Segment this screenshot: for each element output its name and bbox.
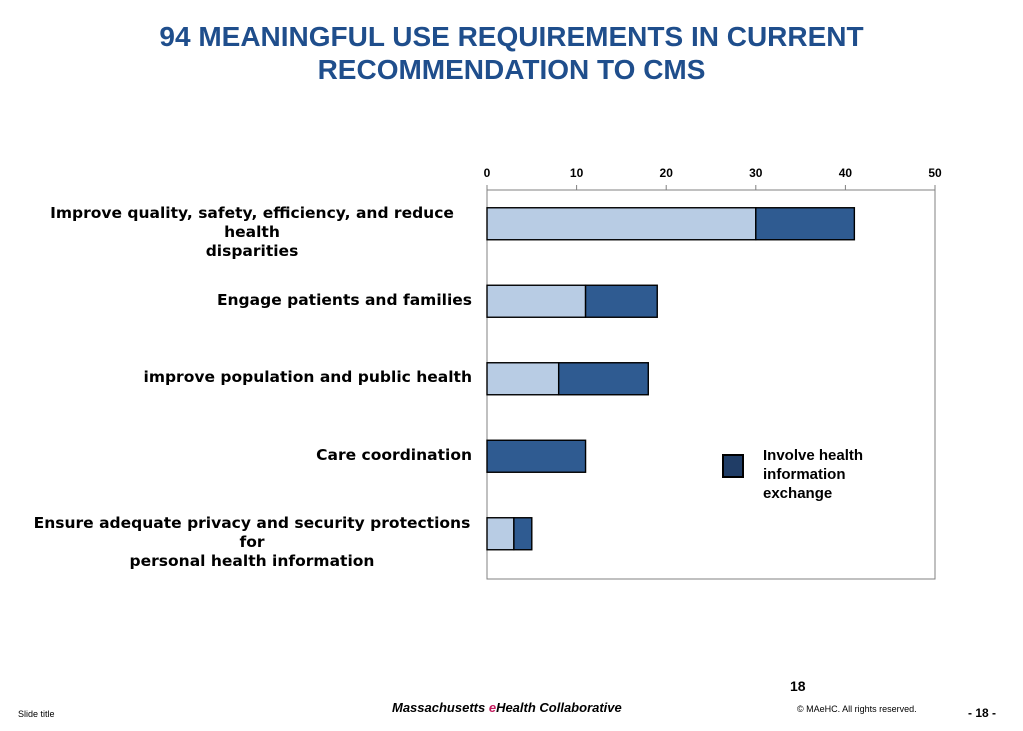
category-label-4-line-1: personal health information [129,551,375,570]
legend-label-line-2: information [763,466,846,483]
legend-label-line-3: exchange [763,485,833,502]
x-tick-label-4: 40 [839,166,853,180]
bar-cat1-series0 [486,284,587,318]
bar-cat2-series0 [486,362,560,396]
bar-cat1-series1 [584,284,658,318]
footer-brand-pre: Massachusetts [392,700,489,715]
category-label-2: improve population and public health [32,368,473,387]
bar-cat0-series0 [486,207,757,241]
footer-page: - 18 - [968,706,997,720]
category-label-1-line-0: Engage patients and families [216,290,472,309]
footer-brand-accent: e [488,700,497,715]
category-label-4: Ensure adequate privacy and security pro… [32,514,472,571]
category-label-2-line-0: improve population and public health [143,368,473,387]
bar-cat0-series1 [755,207,856,241]
bar-cat4-series1 [513,517,533,551]
x-tick-label-5: 50 [928,166,942,180]
x-tick-label-1: 10 [570,166,584,180]
slide-title: 94 MEANINGFUL USE REQUIREMENTS IN CURREN… [0,20,1023,86]
legend-label: Involve health information exchange [763,446,903,503]
title-line-2: RECOMMENDATION TO CMS [317,54,706,85]
category-label-3-line-0: Care coordination [316,445,472,464]
bar-cat4-series0 [486,517,515,551]
category-label-3: Care coordination [32,446,472,465]
category-label-0-line-0: Improve quality, safety, efficiency, and… [50,203,454,241]
footer-brand-post: Health Collaborative [496,700,622,715]
footer-brand: Massachusetts eHealth Collaborative [392,700,622,715]
page-number: 18 [790,678,806,694]
category-label-0: Improve quality, safety, efficiency, and… [32,204,472,261]
bar-cat3-series1 [486,439,587,473]
title-line-1: 94 MEANINGFUL USE REQUIREMENTS IN CURREN… [159,21,864,52]
x-tick-label-0: 0 [484,166,491,180]
category-label-4-line-0: Ensure adequate privacy and security pro… [33,513,471,551]
category-label-0-line-1: disparities [205,241,299,260]
x-tick-label-2: 20 [660,166,674,180]
legend-label-line-1: Involve health [763,447,864,464]
footer-slide-title: Slide title [18,709,55,719]
bar-cat2-series1 [557,362,649,396]
x-tick-label-3: 30 [749,166,763,180]
legend-swatch [722,454,744,478]
category-label-1: Engage patients and families [32,291,472,310]
footer-copyright: © MAeHC. All rights reserved. [797,704,917,714]
